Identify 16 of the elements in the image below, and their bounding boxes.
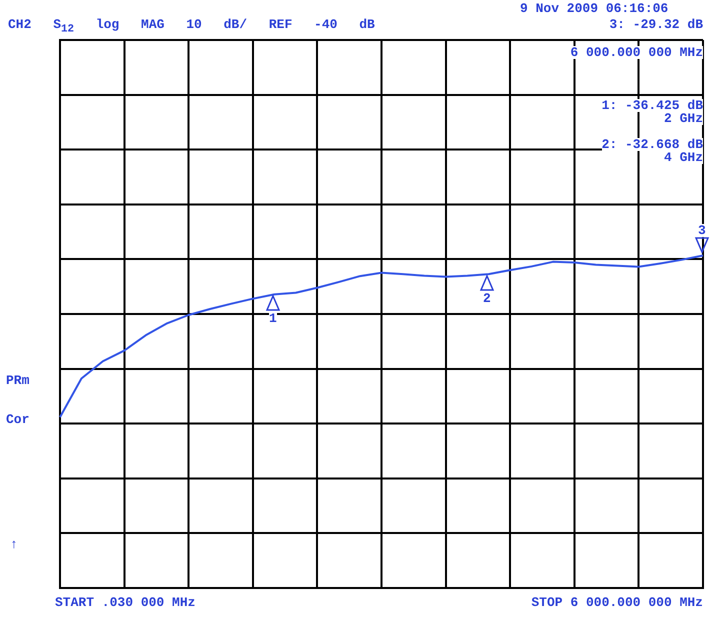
text: 6 000.000 000 MHz bbox=[570, 45, 703, 60]
text: ↑ bbox=[10, 537, 18, 552]
text: 3: -29.32 dB bbox=[609, 17, 703, 32]
chart-title: CH2 S$_{12}$ log MAG 10 dB/ REF -40 dB bbox=[8, 17, 375, 36]
text: 1: -36.425 dB bbox=[602, 98, 703, 113]
text: 2: -32.668 dB bbox=[602, 137, 703, 152]
text: START .030 000 MHz bbox=[55, 595, 196, 610]
text: 4 GHz bbox=[664, 150, 703, 165]
text: PRm bbox=[6, 373, 30, 388]
text: Cor bbox=[6, 412, 30, 427]
annotation: 1 bbox=[269, 311, 277, 326]
annotation: 2 bbox=[483, 291, 491, 306]
text: 9 Nov 2009 06:16:06 bbox=[520, 1, 668, 16]
text: 2 GHz bbox=[664, 111, 703, 126]
text: 3 bbox=[698, 223, 706, 238]
text: STOP 6 000.000 000 MHz bbox=[531, 595, 703, 610]
